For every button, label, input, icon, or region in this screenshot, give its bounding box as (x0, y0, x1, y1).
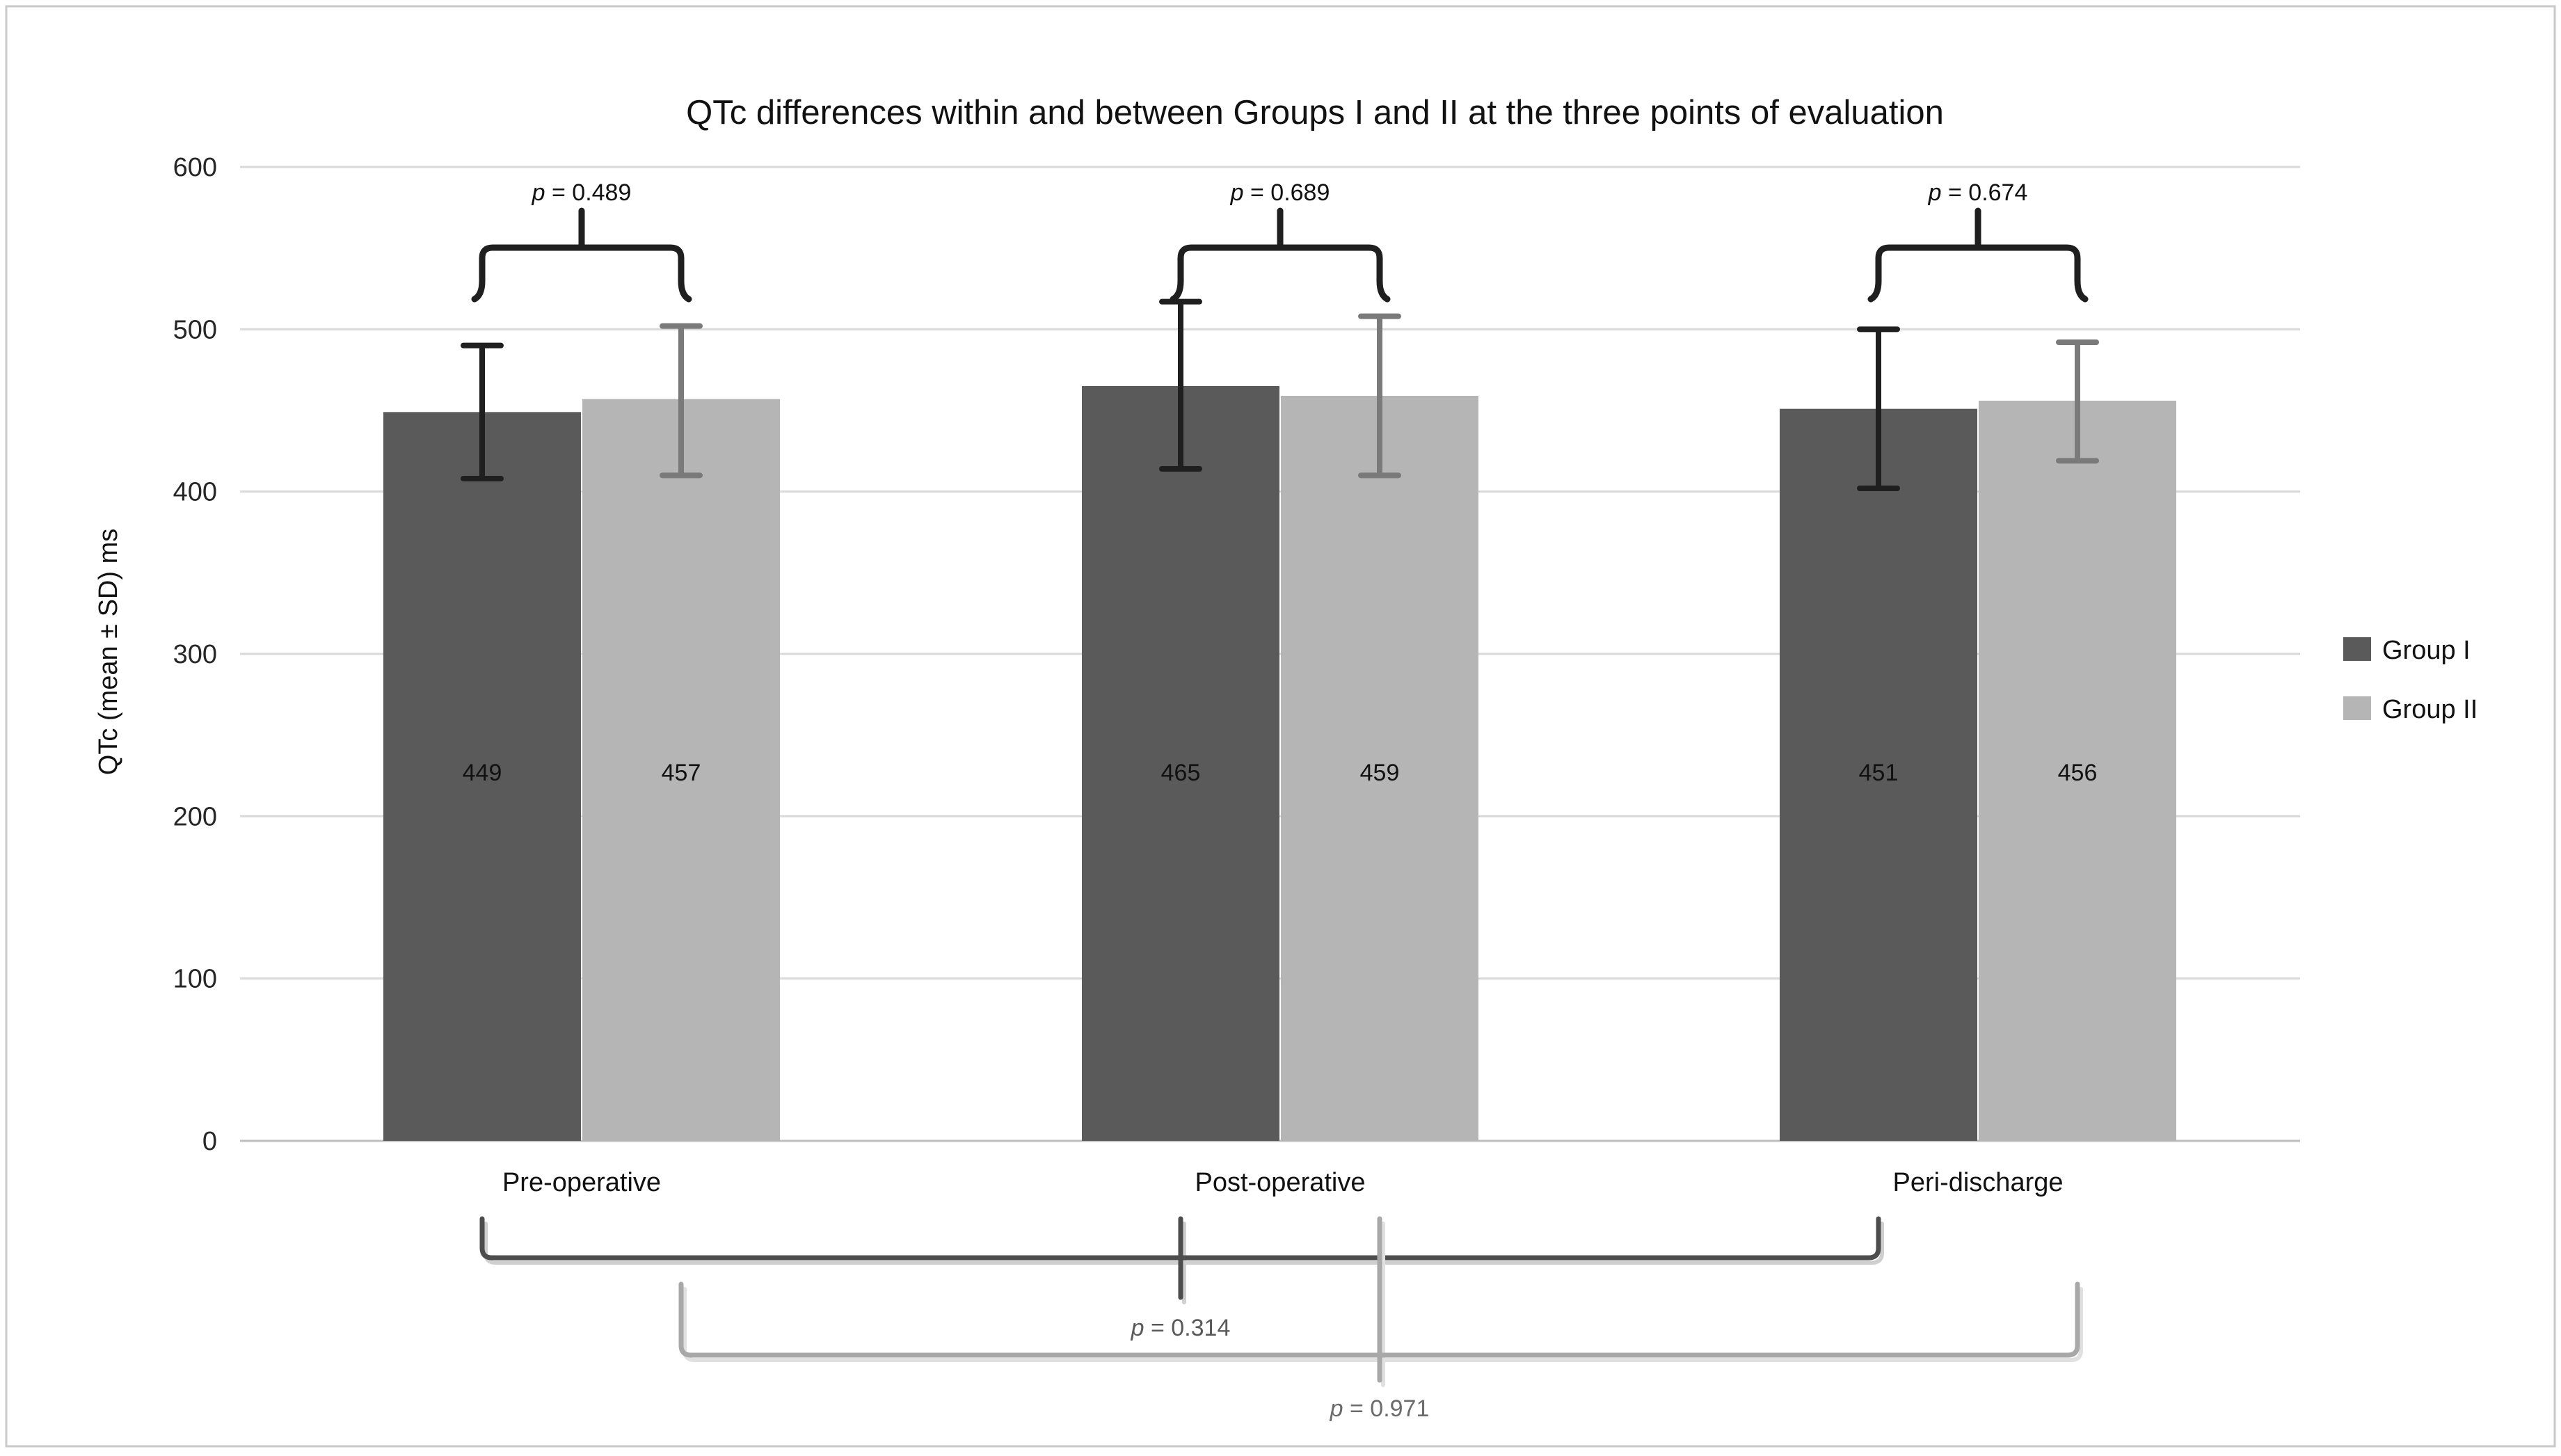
bars-layer (383, 386, 2176, 1142)
error-bar-group-i-pre-operative (461, 342, 504, 481)
error-bar-group-i-peri-discharge (1857, 326, 1900, 491)
p-value-post-operative: p = 0.689 (1230, 179, 1330, 206)
x-category-pre-operative: Pre-operative (502, 1168, 661, 1197)
y-tick-label-500: 500 (173, 315, 217, 344)
between-bracket-group-i (479, 1216, 1881, 1300)
error-bar-group-ii-post-operative (1358, 313, 1401, 479)
between-bracket-group-ii (678, 1216, 2080, 1383)
legend-label-group-i: Group I (2382, 636, 2471, 665)
bar-group-ii-post-operative (1281, 396, 1478, 1141)
within-bracket-peri-discharge (1867, 207, 2089, 303)
within-bracket-post-operative (1170, 207, 1391, 303)
brackets-layer: p = 0.489 p = 0.689 p = 0.674 p = 0.314 p = … (471, 179, 2089, 1422)
bar-group-i-post-operative (1082, 386, 1279, 1141)
y-tick-label-100: 100 (173, 965, 217, 994)
bar-group-ii-peri-discharge (1979, 401, 2176, 1141)
chart-title: QTc differences within and between Group… (686, 94, 1944, 131)
y-tick-label-300: 300 (173, 640, 217, 669)
error-bar-group-ii-peri-discharge (2056, 339, 2099, 464)
p-value-peri-discharge: p = 0.674 (1928, 179, 2028, 206)
x-category-peri-discharge: Peri-discharge (1893, 1168, 2064, 1197)
within-bracket-pre-operative (471, 207, 692, 303)
legend-swatch-group-ii (2343, 696, 2371, 720)
y-axis-title: QTc (mean ± SD) ms (94, 529, 123, 775)
y-tick-label-0: 0 (202, 1127, 217, 1156)
bar-value-group-ii-pre-operative: 457 (662, 760, 701, 786)
legend-label-group-ii: Group II (2382, 695, 2478, 724)
error-bars-layer (461, 298, 2099, 491)
bar-value-group-ii-post-operative: 459 (1360, 760, 1400, 786)
legend-swatch-group-i (2343, 637, 2371, 661)
bar-value-group-i-peri-discharge: 451 (1859, 760, 1899, 786)
p-value-between-group-i: p = 0.314 (1131, 1315, 1231, 1341)
bar-group-ii-pre-operative (582, 399, 780, 1141)
y-tick-label-200: 200 (173, 802, 217, 831)
bar-group-i-peri-discharge (1780, 408, 1977, 1141)
y-tick-label-400: 400 (173, 478, 217, 507)
y-tick-label-600: 600 (173, 153, 217, 182)
error-bar-group-ii-pre-operative (660, 323, 703, 479)
bar-value-group-ii-peri-discharge: 456 (2058, 760, 2098, 786)
x-category-post-operative: Post-operative (1195, 1168, 1365, 1197)
bar-value-group-i-post-operative: 465 (1161, 760, 1201, 786)
error-bar-group-i-post-operative (1159, 298, 1202, 472)
bar-value-group-i-pre-operative: 449 (463, 760, 502, 786)
value-labels-layer: 449 465 451 457 459 456 (463, 760, 2098, 786)
legend: Group I Group II (2343, 636, 2478, 724)
p-value-pre-operative: p = 0.489 (532, 179, 632, 206)
p-value-between-group-ii: p = 0.971 (1330, 1395, 1430, 1422)
bar-group-i-pre-operative (383, 412, 581, 1142)
